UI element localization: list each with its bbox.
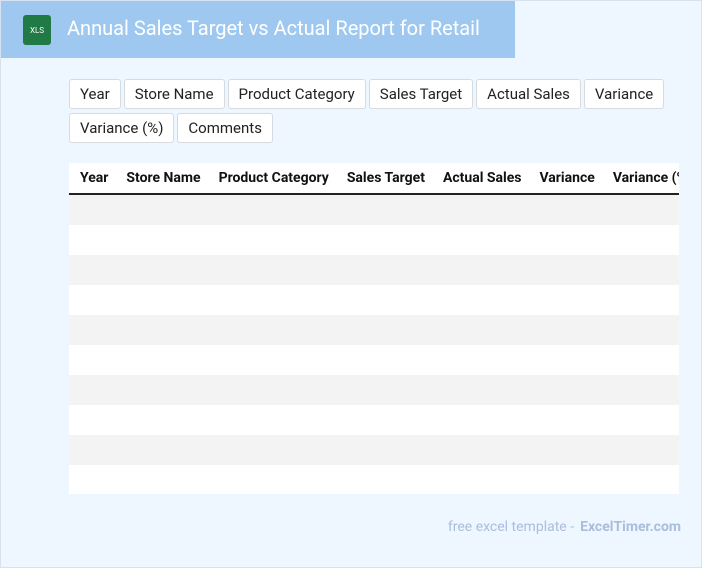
table-body	[69, 195, 679, 494]
row	[69, 255, 679, 285]
file-icon: XLS	[23, 15, 51, 45]
row	[69, 225, 679, 255]
footer-text: free excel template -	[447, 519, 575, 535]
row	[69, 375, 679, 405]
table: Year Store Name Product Category Sales Targ…	[69, 163, 679, 494]
field-tag[interactable]: Variance (%)	[69, 113, 175, 143]
brand: ExcelTimer.com	[580, 519, 681, 535]
row	[69, 345, 679, 375]
column-header: Variance (%)	[612, 170, 679, 186]
field-tag[interactable]: Store Name	[123, 79, 225, 109]
row	[69, 465, 679, 494]
row	[69, 285, 679, 315]
row	[69, 435, 679, 465]
row	[69, 195, 679, 225]
column-header: Actual Sales	[442, 170, 522, 186]
row	[69, 405, 679, 435]
row	[69, 315, 679, 345]
footer: free excel template - ExcelTimer.com	[448, 519, 681, 535]
table-header: Year Store Name Product Category Sales Targ…	[69, 163, 679, 195]
field-tag[interactable]: Comments	[177, 113, 273, 143]
field-tag[interactable]: Product Category	[227, 79, 366, 109]
column-header: Sales Target	[346, 170, 425, 186]
field-tags: Year Store Name Product Category Sales Targ…	[69, 79, 669, 143]
title: Annual Sales Target vs Actual Report for…	[67, 16, 480, 40]
field-tag[interactable]: Year	[69, 79, 121, 109]
field-tag[interactable]: Sales Target	[368, 79, 474, 109]
column-header: Store Name	[126, 170, 201, 186]
header: XLS Annual Sales Target vs Actual Report…	[1, 1, 515, 58]
column-header: Product Category	[218, 170, 329, 186]
column-header: Variance	[539, 170, 595, 186]
column-header: Year	[80, 170, 109, 186]
field-tag[interactable]: Actual Sales	[476, 79, 581, 109]
field-tag[interactable]: Variance	[583, 79, 665, 109]
